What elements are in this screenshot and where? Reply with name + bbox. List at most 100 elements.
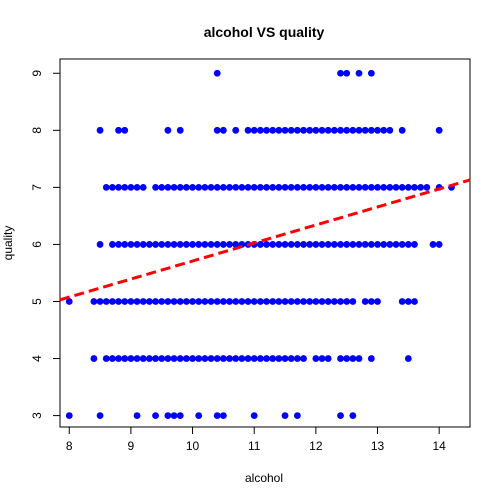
data-point	[324, 355, 332, 362]
data-point	[201, 241, 209, 248]
data-point	[65, 412, 73, 419]
data-point	[312, 298, 320, 305]
data-point	[213, 126, 221, 134]
data-point	[429, 241, 437, 248]
data-point	[306, 126, 314, 134]
x-tick-label: 8	[66, 439, 73, 453]
x-tick-label: 13	[371, 439, 385, 453]
data-point	[337, 183, 344, 191]
data-point	[127, 183, 135, 191]
data-point	[380, 241, 388, 248]
data-point	[133, 241, 141, 248]
data-point	[380, 183, 388, 191]
data-point	[263, 241, 270, 248]
data-point	[250, 126, 258, 134]
data-point	[263, 355, 270, 362]
data-point	[226, 241, 233, 248]
data-point	[133, 412, 141, 419]
data-point	[343, 69, 351, 77]
data-point	[330, 298, 338, 305]
data-point	[176, 126, 184, 134]
data-point	[361, 298, 369, 305]
data-point	[176, 298, 184, 305]
data-point	[213, 69, 221, 77]
data-point	[145, 355, 153, 362]
data-point	[96, 241, 104, 248]
data-point	[109, 183, 116, 191]
data-point	[269, 355, 277, 362]
data-point	[176, 412, 184, 419]
data-point	[219, 241, 227, 248]
data-point	[152, 298, 159, 305]
data-point	[244, 126, 252, 134]
data-point	[404, 355, 412, 362]
y-tick-label: 9	[30, 70, 44, 77]
data-points	[65, 69, 455, 419]
data-point	[275, 298, 283, 305]
data-point	[65, 298, 73, 305]
data-point	[189, 183, 196, 191]
data-point	[195, 355, 203, 362]
data-point	[213, 355, 221, 362]
data-point	[355, 241, 363, 248]
data-point	[312, 355, 320, 362]
data-point	[281, 183, 289, 191]
data-point	[250, 298, 258, 305]
data-point	[145, 298, 153, 305]
data-point	[201, 183, 209, 191]
data-point	[139, 355, 147, 362]
data-point	[330, 183, 338, 191]
data-point	[281, 298, 289, 305]
data-point	[293, 412, 301, 419]
data-point	[164, 241, 172, 248]
data-point	[293, 355, 301, 362]
data-point	[226, 298, 233, 305]
data-point	[411, 183, 418, 191]
data-point	[176, 183, 184, 191]
data-point	[374, 126, 381, 134]
data-point	[109, 355, 116, 362]
data-point	[337, 355, 344, 362]
data-point	[182, 183, 190, 191]
y-axis: 3 4 5 6 7 8 9	[30, 70, 61, 419]
data-point	[195, 241, 203, 248]
data-point	[244, 355, 252, 362]
y-tick-label: 5	[30, 298, 44, 305]
data-point	[170, 355, 178, 362]
data-point	[318, 355, 326, 362]
data-point	[256, 298, 264, 305]
data-point	[300, 183, 307, 191]
data-point	[164, 126, 172, 134]
data-point	[337, 69, 344, 77]
y-tick-label: 6	[30, 241, 44, 248]
data-point	[115, 183, 122, 191]
data-point	[367, 126, 375, 134]
data-point	[164, 298, 172, 305]
data-point	[127, 241, 135, 248]
data-point	[152, 183, 159, 191]
data-point	[275, 126, 283, 134]
data-point	[158, 183, 166, 191]
data-point	[349, 183, 357, 191]
data-point	[96, 126, 104, 134]
data-point	[152, 355, 159, 362]
data-point	[219, 126, 227, 134]
data-point	[349, 241, 357, 248]
data-point	[152, 241, 159, 248]
data-point	[226, 355, 233, 362]
data-point	[195, 298, 203, 305]
data-point	[392, 241, 400, 248]
data-point	[318, 241, 326, 248]
data-point	[226, 183, 233, 191]
data-point	[207, 183, 215, 191]
data-point	[164, 412, 172, 419]
data-point	[324, 126, 332, 134]
data-point	[349, 412, 357, 419]
data-point	[404, 298, 412, 305]
data-point	[337, 126, 344, 134]
chart-title: alcohol VS quality	[204, 24, 325, 40]
data-point	[318, 183, 326, 191]
data-point	[398, 183, 406, 191]
data-point	[374, 298, 381, 305]
data-point	[121, 355, 129, 362]
